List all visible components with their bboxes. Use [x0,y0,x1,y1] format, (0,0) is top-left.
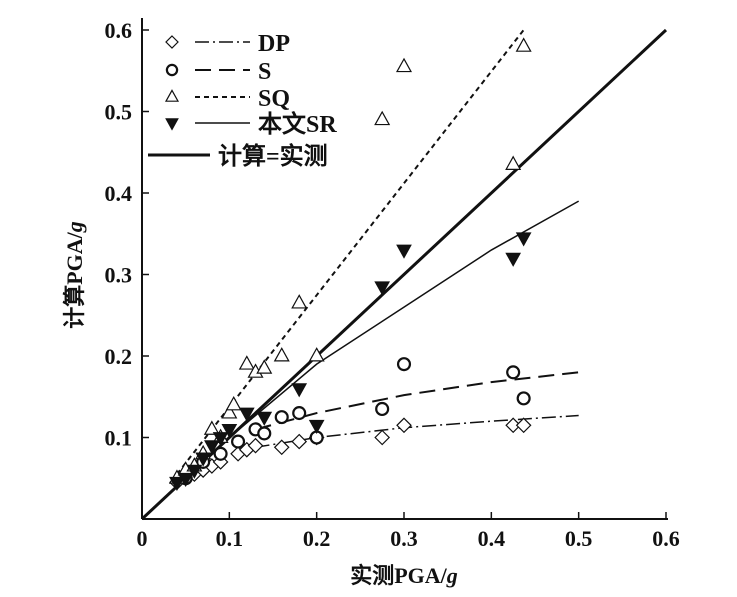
point-circle [231,434,246,449]
point-triangle-up [273,347,290,362]
point-circle [375,401,390,417]
point-triangle-down-filled [186,464,203,479]
legend-marker-triangle-up [164,89,180,102]
legend-label: 计算=实测 [218,142,328,170]
point-circle [516,391,531,406]
x-tick-label: 0.3 [390,526,418,551]
point-triangle-down-filled [308,419,325,435]
legend-marker-triangle-down-filled [165,118,179,131]
x-tick-label: 0.1 [216,526,244,551]
point-circle [213,446,228,461]
point-circle [506,365,521,380]
point-triangle-down-filled [195,452,211,467]
point-diamond [505,417,522,434]
point-triangle-up [238,355,255,370]
point-triangle-down-filled [396,244,412,259]
y-tick-label: 0.2 [105,344,133,369]
point-triangle-down-filled [212,432,229,447]
x-tick-label: 0.5 [565,526,593,551]
point-diamond [273,439,290,456]
point-triangle-down-filled [204,440,220,455]
x-axis-label: 实测PGA/g [350,563,458,588]
point-triangle-down-filled [505,252,522,267]
point-diamond [396,417,412,434]
point-triangle-up [221,404,238,419]
point-triangle-down-filled [256,411,273,426]
legend-label: 本文SR [258,110,337,138]
x-tick-label: 0.6 [652,526,680,551]
legend-label: SQ [258,86,290,112]
point-diamond [291,433,308,450]
legend-label: S [258,59,271,85]
y-tick-label: 0.6 [105,18,133,43]
point-triangle-up [308,347,325,362]
point-triangle-down-filled [374,281,391,296]
point-diamond [247,437,264,454]
x-tick-label: 0.4 [478,526,506,551]
point-circle [257,426,272,441]
point-triangle-down-filled [177,472,194,487]
x-tick-label: 0 [137,526,148,551]
point-triangle-up [505,155,522,170]
y-tick-label: 0.5 [105,100,133,125]
point-diamond [374,429,391,446]
point-triangle-up [256,359,273,374]
fit-line-dashed [255,371,579,431]
y-tick-label: 0.4 [105,181,133,206]
point-circle [292,405,307,421]
y-axis-label: 计算PGA/g [62,221,87,329]
legend-marker-diamond [165,35,179,49]
point-triangle-down-filled [169,476,185,492]
point-triangle-up [203,420,220,435]
axes: 0 0.1 0.2 0.3 0.4 0.5 0.6 0.1 0.2 0.3 0.4 0.5 0.6 [105,18,680,551]
data-points [168,37,532,492]
point-diamond [515,417,532,434]
point-circle [396,357,412,372]
point-triangle-up [515,37,532,52]
point-triangle-down-filled [221,423,238,439]
legend-label: DP [258,31,290,57]
point-triangle-down-filled [291,383,308,398]
point-triangle-up [225,395,242,411]
point-triangle-up [291,294,308,309]
point-triangle-down-filled [515,232,532,247]
y-tick-label: 0.1 [105,426,133,451]
x-tick-label: 0.2 [303,526,331,551]
legend-marker-circle [165,63,179,77]
y-tick-label: 0.3 [105,263,133,288]
point-triangle-up [395,57,413,73]
point-circle [274,410,289,425]
point-triangle-down-filled [238,407,255,422]
point-triangle-up [374,110,391,126]
